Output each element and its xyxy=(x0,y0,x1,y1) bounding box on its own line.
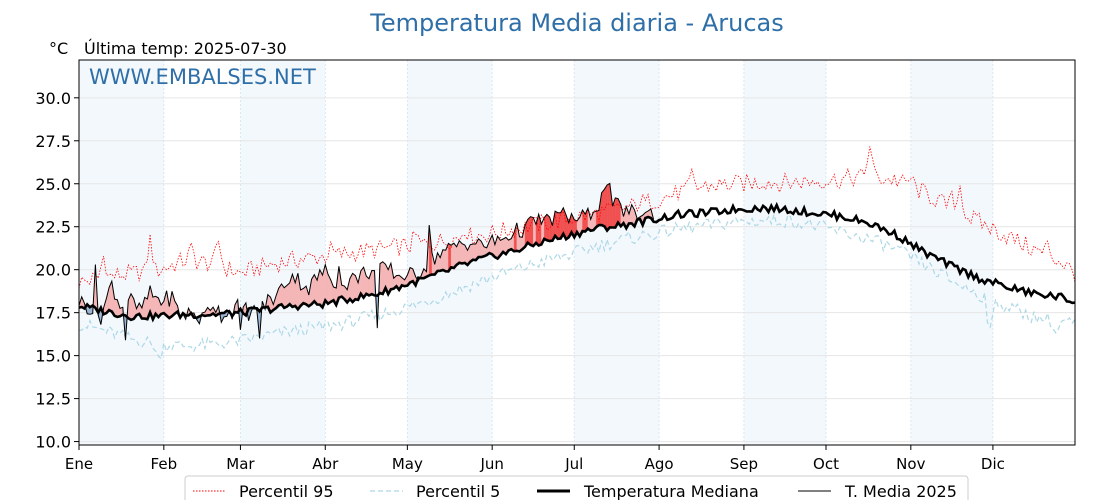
y-tick-label: 20.0 xyxy=(35,261,71,280)
y-tick-label: 30.0 xyxy=(35,89,71,108)
month-bands xyxy=(79,60,993,445)
x-axis-ticks: Ene Feb Mar Abr May Jun Jul Ago Sep Oct Nov Dic xyxy=(65,445,1005,473)
last-temp-label: Última temp: 2025-07-30 xyxy=(84,39,287,58)
x-tick-label: Nov xyxy=(896,455,925,473)
y-unit-label: °C xyxy=(49,39,68,58)
y-tick-label: 10.0 xyxy=(35,433,71,452)
x-tick-label: Mar xyxy=(226,455,255,473)
anomaly-fill-segment xyxy=(530,216,534,247)
y-tick-label: 12.5 xyxy=(35,390,71,409)
x-tick-label: Oct xyxy=(813,455,839,473)
x-tick-label: Abr xyxy=(312,455,339,473)
x-tick-label: Sep xyxy=(730,455,758,473)
month-band xyxy=(910,60,993,445)
anomaly-fill-segment xyxy=(557,212,561,240)
x-tick-label: Ago xyxy=(645,455,674,473)
anomaly-fill-segment xyxy=(461,243,465,264)
month-band xyxy=(79,60,164,445)
y-axis-ticks: 10.0 12.5 15.0 17.5 20.0 22.5 25.0 27.5 30.0 xyxy=(35,89,79,452)
x-tick-label: May xyxy=(392,455,423,473)
month-band xyxy=(574,60,660,445)
anomaly-fill-segment xyxy=(379,261,383,295)
x-tick-label: Jun xyxy=(479,455,503,473)
watermark: WWW.EMBALSES.NET xyxy=(89,65,316,89)
y-tick-label: 17.5 xyxy=(35,304,71,323)
x-tick-label: Jul xyxy=(564,455,583,473)
legend-label-p95: Percentil 95 xyxy=(239,482,334,500)
grid-lines xyxy=(78,60,1075,445)
series-line-percentil-95 xyxy=(78,146,1076,289)
series-line-percentil-5 xyxy=(78,212,1076,360)
anomaly-fills xyxy=(78,183,654,341)
x-tick-label: Dic xyxy=(981,455,1005,473)
legend-label-p5: Percentil 5 xyxy=(416,482,500,500)
plot-frame xyxy=(78,59,1076,446)
series-line-t-media-2025 xyxy=(78,182,655,341)
chart-title: Temperatura Media diaria - Arucas xyxy=(369,9,784,37)
series-lines xyxy=(78,146,1076,360)
anomaly-fill-segment xyxy=(371,270,375,296)
anomaly-fill-segment xyxy=(459,240,463,264)
month-band xyxy=(743,60,826,445)
anomaly-fill-segment xyxy=(472,243,476,261)
x-tick-label: Ene xyxy=(65,455,93,473)
x-tick-label: Feb xyxy=(151,455,178,473)
anomaly-fill-segment xyxy=(606,183,610,232)
y-tick-label: 27.5 xyxy=(35,132,71,151)
anomaly-fill-segment xyxy=(144,297,148,320)
anomaly-fill-segment xyxy=(284,285,288,309)
anomaly-fill-segment xyxy=(546,214,550,242)
y-tick-label: 25.0 xyxy=(35,175,71,194)
legend: Percentil 95 Percentil 5 Temperatura Med… xyxy=(184,475,969,500)
anomaly-fill-segment xyxy=(352,273,356,303)
legend-label-2025: T. Media 2025 xyxy=(844,482,957,500)
series-line-temperatura-mediana xyxy=(78,201,1076,323)
y-tick-label: 15.0 xyxy=(35,347,71,366)
month-band xyxy=(240,60,326,445)
legend-label-median: Temperatura Mediana xyxy=(583,482,759,500)
anomaly-fill-segment xyxy=(442,249,446,272)
anomaly-fill-segment xyxy=(544,213,548,241)
anomaly-fill-segment xyxy=(604,184,608,232)
y-tick-label: 22.5 xyxy=(35,218,71,237)
legend-box xyxy=(184,475,969,500)
